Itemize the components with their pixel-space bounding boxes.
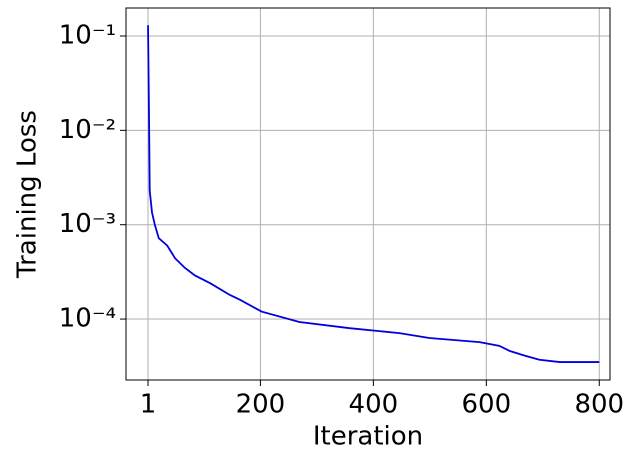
x-axis-label: Iteration [313,422,423,452]
y-tick-label: 10⁻² [59,115,116,145]
x-tick-label: 800 [574,390,624,420]
x-tick-label: 1 [140,390,157,420]
y-tick-label: 10⁻¹ [59,20,116,50]
y-tick-label: 10⁻³ [59,209,116,239]
loss-line [147,25,600,363]
x-tick-label: 400 [349,390,399,420]
x-tick-label: 600 [461,390,511,420]
plot-frame [125,7,611,381]
y-axis-label: Training Loss [13,110,43,279]
x-tick-label: 200 [236,390,286,420]
y-tick-label: 10⁻⁴ [59,304,116,334]
